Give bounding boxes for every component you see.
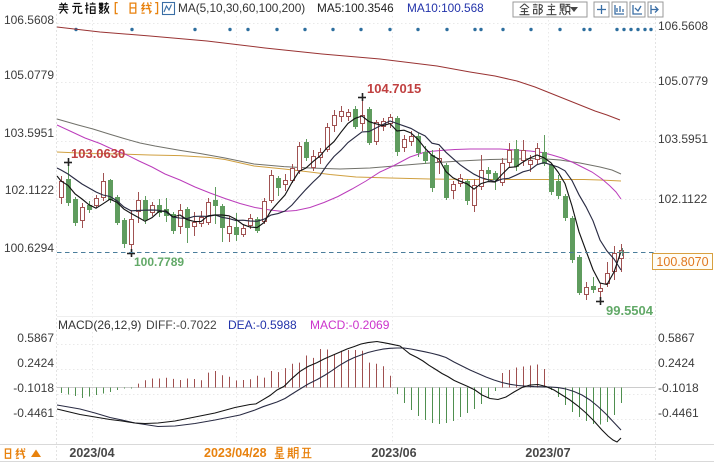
svg-text:-0.4461: -0.4461	[13, 406, 54, 420]
svg-text:100.7789: 100.7789	[134, 255, 184, 269]
svg-text:0.5867: 0.5867	[658, 331, 695, 345]
svg-text:102.1122: 102.1122	[658, 192, 707, 206]
svg-text:MA10:100.568: MA10:100.568	[407, 1, 484, 15]
svg-text:104.7015: 104.7015	[367, 81, 421, 96]
svg-text:MA(5,10,30,60,100,200): MA(5,10,30,60,100,200)	[178, 1, 305, 15]
svg-text:106.5608: 106.5608	[4, 13, 54, 27]
svg-text:102.1122: 102.1122	[5, 183, 54, 197]
svg-text:MACD(26,12,9): MACD(26,12,9)	[58, 318, 141, 332]
svg-text:0.5867: 0.5867	[17, 331, 54, 345]
svg-text:103.5951: 103.5951	[4, 126, 54, 140]
svg-text:2023/04/28: 2023/04/28	[204, 446, 267, 460]
svg-text:106.5608: 106.5608	[658, 19, 708, 33]
svg-text:103.0630: 103.0630	[71, 146, 125, 161]
svg-text:DIFF:-0.7022: DIFF:-0.7022	[146, 318, 217, 332]
svg-text:2023/06: 2023/06	[371, 446, 416, 460]
svg-text:100.6294: 100.6294	[4, 241, 54, 255]
svg-text:103.5951: 103.5951	[658, 132, 708, 146]
svg-text:99.5504: 99.5504	[606, 303, 654, 318]
svg-text:-0.1018: -0.1018	[658, 381, 699, 395]
svg-text:MA5:100.3546: MA5:100.3546	[317, 1, 394, 15]
svg-text:DEA:-0.5988: DEA:-0.5988	[228, 318, 297, 332]
svg-text:-0.1018: -0.1018	[13, 381, 54, 395]
svg-text:105.0779: 105.0779	[4, 68, 54, 82]
svg-text:105.0779: 105.0779	[658, 74, 708, 88]
svg-text:-0.4461: -0.4461	[658, 406, 699, 420]
svg-text:2023/04: 2023/04	[69, 446, 114, 460]
svg-text:MACD:-0.2069: MACD:-0.2069	[310, 318, 390, 332]
svg-text:0.2424: 0.2424	[658, 356, 695, 370]
svg-text:0.2424: 0.2424	[17, 356, 54, 370]
svg-text:100.8070: 100.8070	[656, 255, 708, 269]
svg-text:2023/07: 2023/07	[525, 446, 570, 460]
